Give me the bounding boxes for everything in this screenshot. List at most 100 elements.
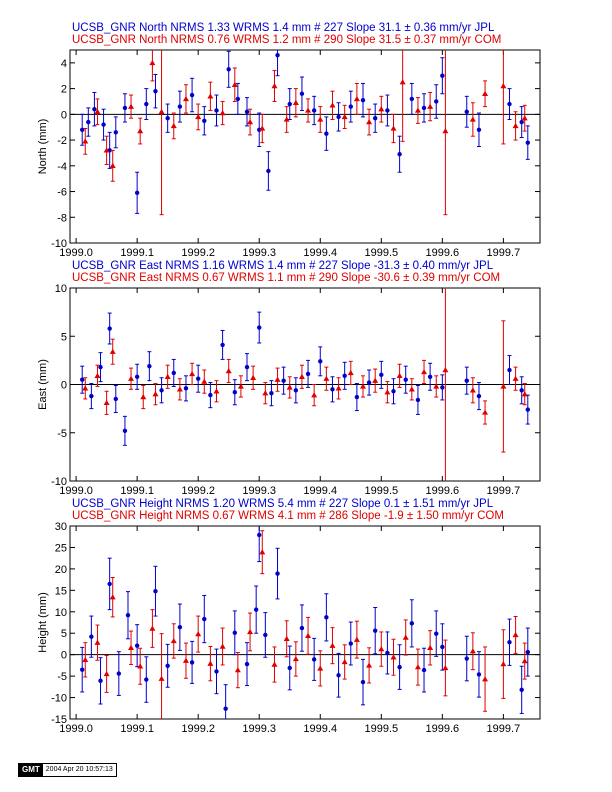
data-point	[286, 384, 293, 390]
data-point	[80, 667, 85, 672]
data-point	[244, 364, 250, 370]
data-point	[440, 385, 445, 390]
data-point	[391, 389, 396, 394]
data-point	[500, 661, 507, 667]
data-point	[195, 376, 201, 381]
data-point	[275, 52, 280, 58]
data-point	[98, 678, 103, 684]
data-point	[482, 90, 489, 96]
data-point	[107, 326, 112, 331]
data-point	[281, 378, 286, 383]
data-point	[213, 388, 220, 394]
data-point	[287, 665, 292, 671]
header-line-jpl: UCSB_GNR North NRMS 1.33 WRMS 1.4 mm # 2…	[72, 22, 495, 34]
data-point	[464, 109, 469, 114]
data-point	[415, 397, 421, 403]
data-point	[287, 101, 292, 107]
data-point	[360, 97, 366, 103]
data-point	[521, 391, 528, 397]
data-point	[202, 118, 207, 123]
data-point	[292, 655, 299, 662]
data-point	[399, 79, 406, 85]
data-point	[253, 607, 259, 612]
data-point	[262, 390, 269, 396]
data-point	[476, 393, 482, 399]
data-point	[271, 83, 278, 89]
data-point	[189, 370, 196, 377]
data-point	[372, 115, 378, 121]
data-point	[82, 385, 89, 391]
data-point	[366, 380, 372, 385]
data-point	[195, 631, 202, 637]
y-axis-label: North (mm)	[37, 119, 49, 175]
data-point	[292, 99, 299, 105]
y-tick-label: 5	[61, 628, 67, 640]
data-point	[226, 67, 231, 72]
data-point	[82, 138, 89, 144]
data-point	[434, 631, 439, 636]
data-point	[244, 109, 250, 114]
data-point	[512, 375, 519, 381]
x-tick-label: 1999.2	[181, 247, 215, 259]
data-point	[183, 386, 189, 391]
x-tick-label: 1999.1	[120, 485, 154, 497]
x-tick-label: 1999.7	[487, 723, 521, 735]
data-point	[353, 636, 360, 642]
data-point	[128, 375, 135, 381]
y-tick-label: 15	[55, 585, 67, 597]
series-jpl	[80, 526, 530, 719]
data-point	[195, 113, 202, 120]
y-tick-label: -8	[57, 212, 67, 224]
x-tick-label: 1999.0	[59, 485, 93, 497]
data-point	[440, 73, 445, 78]
data-point	[140, 394, 147, 400]
x-tick-label: 1999.6	[426, 485, 460, 497]
y-axis-label: East (mm)	[37, 359, 49, 410]
data-point	[257, 532, 262, 538]
y-tick-label: -15	[51, 714, 67, 726]
data-point	[409, 96, 415, 102]
data-point	[372, 628, 378, 633]
data-point	[298, 373, 305, 379]
data-point	[464, 378, 469, 383]
data-point	[500, 383, 507, 389]
data-point	[223, 706, 228, 711]
data-point	[440, 644, 445, 650]
data-point	[336, 114, 341, 120]
data-point	[274, 376, 281, 382]
data-point	[116, 671, 122, 676]
data-point	[283, 635, 290, 641]
data-point	[519, 388, 524, 393]
data-point	[225, 367, 232, 374]
data-point	[94, 639, 101, 645]
data-point	[442, 367, 449, 373]
data-point	[109, 594, 116, 600]
data-point	[293, 388, 299, 393]
data-point	[152, 391, 159, 397]
series-jpl	[80, 50, 530, 214]
data-point	[109, 348, 116, 354]
data-point	[512, 631, 519, 638]
x-tick-label: 1999.3	[242, 247, 276, 259]
data-point	[525, 407, 530, 412]
data-point	[330, 387, 335, 392]
x-tick-label: 1999.2	[181, 723, 215, 735]
data-point	[354, 394, 360, 400]
y-tick-label: 2	[61, 84, 67, 96]
data-point	[159, 388, 164, 393]
data-point	[299, 91, 305, 96]
data-point	[122, 428, 128, 434]
data-point	[177, 104, 183, 109]
data-point	[442, 664, 449, 671]
y-tick-label: 10	[55, 607, 67, 619]
data-point	[103, 147, 110, 153]
data-point	[507, 101, 512, 107]
data-point	[275, 571, 280, 576]
data-point	[525, 140, 530, 145]
data-point	[390, 125, 397, 131]
data-point	[366, 119, 373, 125]
data-point	[427, 103, 434, 109]
header-line-jpl: UCSB_GNR Height NRMS 1.20 WRMS 5.4 mm # …	[72, 498, 494, 510]
data-point	[153, 588, 158, 594]
